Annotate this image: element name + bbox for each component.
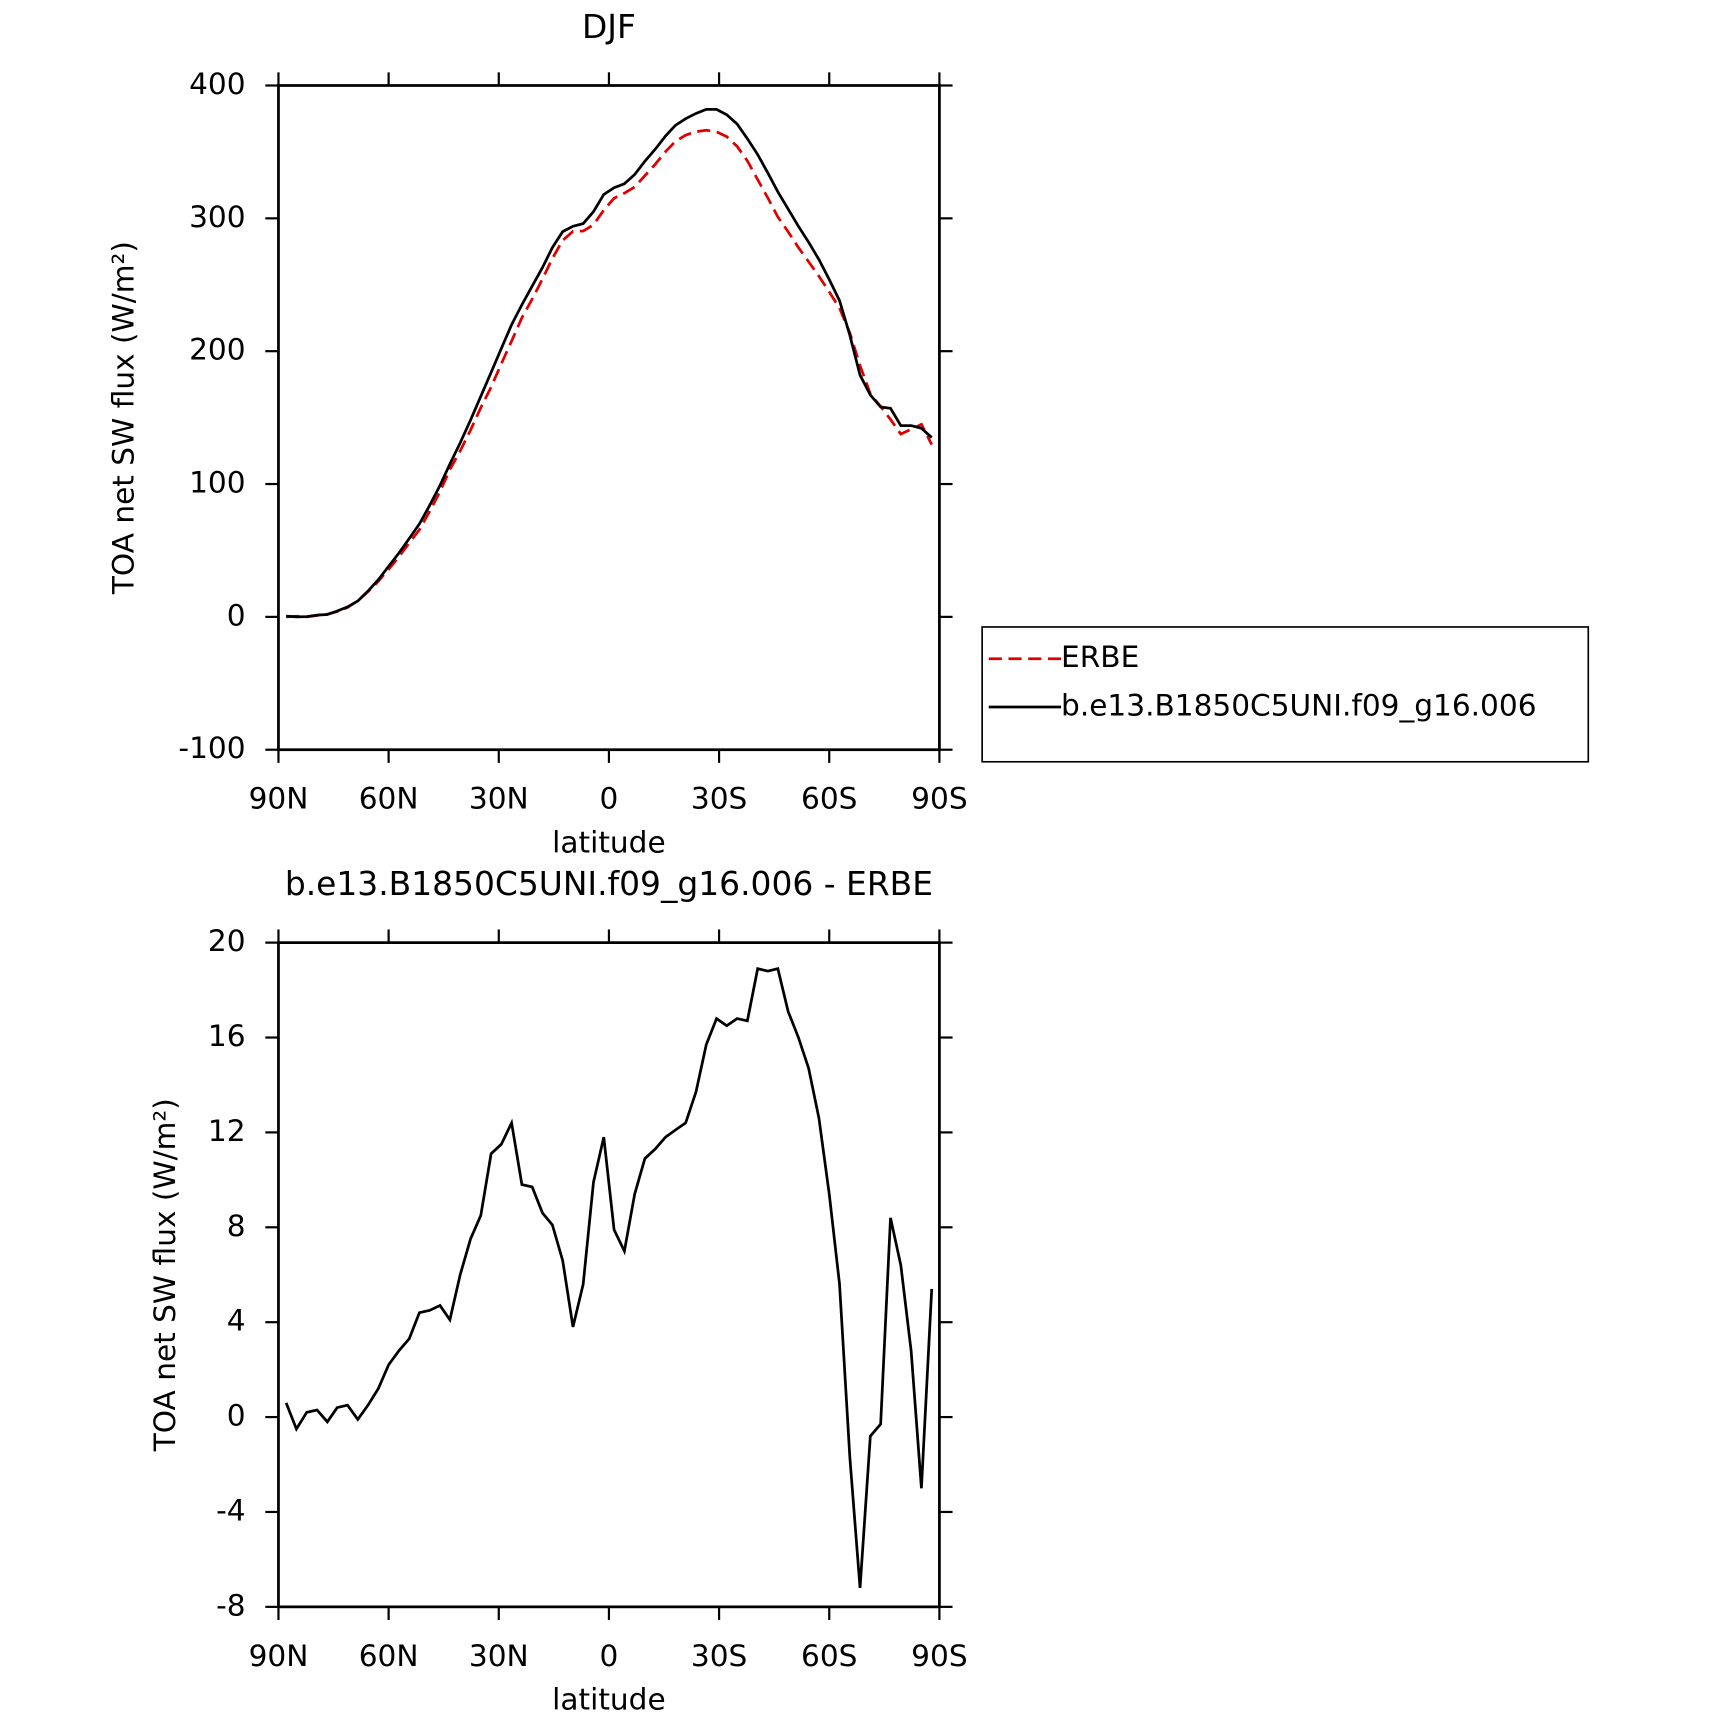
x-tick-label: 60N [359,782,419,816]
x-tick-label: 60S [801,782,857,816]
data-line [286,128,933,619]
y-tick-label: 0 [227,1399,246,1433]
legend-label: ERBE [1061,640,1139,674]
chart-title: DJF [582,7,636,46]
x-tick-label: 30N [469,1639,529,1673]
data-line [284,967,934,1588]
x-axis-label: latitude [552,1683,665,1717]
x-tick-label: 90N [249,1639,309,1673]
x-tick-label: 0 [600,782,619,816]
legend-box [981,626,1590,763]
y-tick-label: 300 [189,200,245,234]
y-tick-label: 20 [208,924,246,958]
y-tick-label: 8 [227,1209,246,1243]
x-tick-label: 30S [691,1639,747,1673]
y-tick-label: -4 [216,1493,246,1527]
data-line [286,108,933,619]
x-tick-label: 0 [600,1639,619,1673]
x-tick-label: 90S [911,782,967,816]
x-tick-label: 90S [911,1639,967,1673]
y-tick-label: -8 [216,1588,246,1622]
x-tick-label: 30N [469,782,529,816]
y-tick-label: 400 [189,67,245,101]
y-tick-label: 12 [208,1114,246,1148]
y-tick-label: 200 [189,333,245,367]
x-tick-label: 60S [801,1639,857,1673]
x-axis-label: latitude [552,825,665,859]
y-axis-label: TOA net SW flux (W/m²) [107,241,141,595]
chart-title: b.e13.B1850C5UNI.f09_g16.006 - ERBE [285,864,933,903]
plot-frame [277,84,941,752]
y-tick-label: 16 [208,1019,246,1053]
y-tick-label: 4 [227,1304,246,1338]
x-tick-label: 30S [691,782,747,816]
x-tick-label: 90N [249,782,309,816]
y-axis-label: TOA net SW flux (W/m²) [148,1098,182,1452]
plot-frame [277,941,941,1609]
y-tick-label: 100 [189,466,245,500]
y-tick-label: -100 [178,731,245,765]
y-tick-label: 0 [227,598,246,632]
legend-label: b.e13.B1850C5UNI.f09_g16.006 [1061,688,1536,722]
x-tick-label: 60N [359,1639,419,1673]
